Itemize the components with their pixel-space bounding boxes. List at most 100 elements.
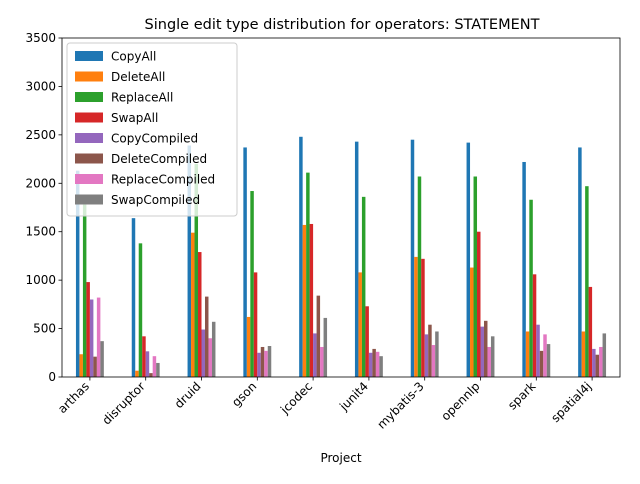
bar [539, 350, 544, 377]
bar [152, 356, 157, 377]
y-tick-label: 0 [48, 370, 56, 384]
bar [424, 334, 429, 377]
bar [316, 295, 321, 377]
legend-box [66, 42, 238, 217]
bar [477, 231, 481, 377]
bar [585, 186, 589, 377]
bar [253, 272, 258, 377]
bar [543, 334, 547, 377]
legend-swatch [75, 133, 103, 143]
bar [320, 346, 324, 377]
bar [257, 352, 261, 377]
bar [250, 191, 254, 377]
bar [536, 324, 540, 377]
bar [546, 344, 551, 377]
bar [138, 243, 143, 377]
legend-swatch [75, 71, 103, 82]
bar [368, 352, 373, 377]
bar [529, 199, 533, 377]
y-tick-label: 2000 [25, 176, 56, 190]
bar [602, 333, 607, 377]
bar [354, 141, 359, 377]
legend-label: CopyAll [111, 50, 156, 64]
legend-swatch [75, 174, 103, 184]
bar [93, 356, 97, 377]
bar [89, 299, 94, 377]
x-axis-label: Project [320, 451, 361, 465]
plot-frame [61, 37, 621, 378]
chart-title: Single edit type distribution for operat… [145, 17, 540, 33]
bar [82, 204, 87, 377]
bar [487, 346, 491, 377]
x-tick-label: spark [505, 379, 538, 412]
legend-label: CopyCompiled [111, 132, 198, 146]
bar [532, 274, 537, 377]
bar [131, 218, 136, 377]
x-tick-label: opennlp [438, 379, 482, 423]
bar [480, 326, 484, 377]
bar [323, 317, 328, 377]
bars-group [75, 136, 607, 377]
bar [86, 282, 90, 377]
y-tick-label: 1500 [25, 225, 56, 239]
bar [306, 172, 310, 377]
bar [358, 272, 362, 377]
bar [595, 354, 600, 377]
bar [142, 336, 146, 377]
legend-label: SwapAll [111, 111, 158, 125]
bar [75, 170, 80, 377]
bar [375, 351, 380, 377]
bar [211, 321, 216, 377]
bar [466, 142, 471, 377]
legend-label: ReplaceAll [111, 91, 173, 105]
x-tick-label: junit4 [336, 379, 371, 414]
bar [588, 286, 593, 377]
bar [246, 316, 251, 377]
y-tick-label: 3000 [25, 79, 56, 93]
bar [490, 336, 495, 377]
y-tick-label: 500 [33, 322, 56, 336]
bar [299, 136, 303, 377]
bar [264, 350, 268, 377]
bar [149, 373, 153, 377]
bar [421, 258, 425, 377]
bar [145, 351, 150, 377]
bar [483, 320, 488, 377]
legend-label: DeleteAll [111, 70, 165, 84]
legend-swatch [75, 112, 103, 123]
bar [525, 331, 530, 377]
bar [243, 147, 247, 377]
bar [522, 161, 526, 377]
bar [599, 346, 603, 377]
bar [428, 324, 432, 377]
bar [372, 348, 376, 377]
legend-swatch [75, 92, 103, 102]
bar [187, 145, 192, 377]
bar [194, 163, 199, 377]
bar [379, 356, 383, 377]
bar [267, 346, 272, 377]
bar [431, 345, 436, 377]
bar [208, 338, 212, 377]
legend-label: DeleteCompiled [111, 152, 207, 166]
x-tick-label: druid [172, 379, 204, 411]
x-tick-label: gson [229, 379, 259, 409]
bar [410, 139, 415, 377]
legend-swatch [75, 51, 103, 61]
bar [417, 176, 422, 377]
y-tick-label: 1000 [25, 273, 56, 287]
legend-label: SwapCompiled [111, 193, 200, 207]
bar [260, 346, 265, 377]
bar [156, 362, 160, 377]
bar [313, 333, 317, 377]
bar [191, 232, 195, 377]
bar [204, 296, 209, 377]
bar [435, 331, 439, 377]
bar [198, 252, 202, 377]
bar [135, 370, 139, 377]
legend-swatch [75, 194, 103, 205]
bar [414, 256, 418, 377]
bar [201, 329, 205, 377]
bar [592, 348, 596, 377]
bar [100, 341, 104, 377]
